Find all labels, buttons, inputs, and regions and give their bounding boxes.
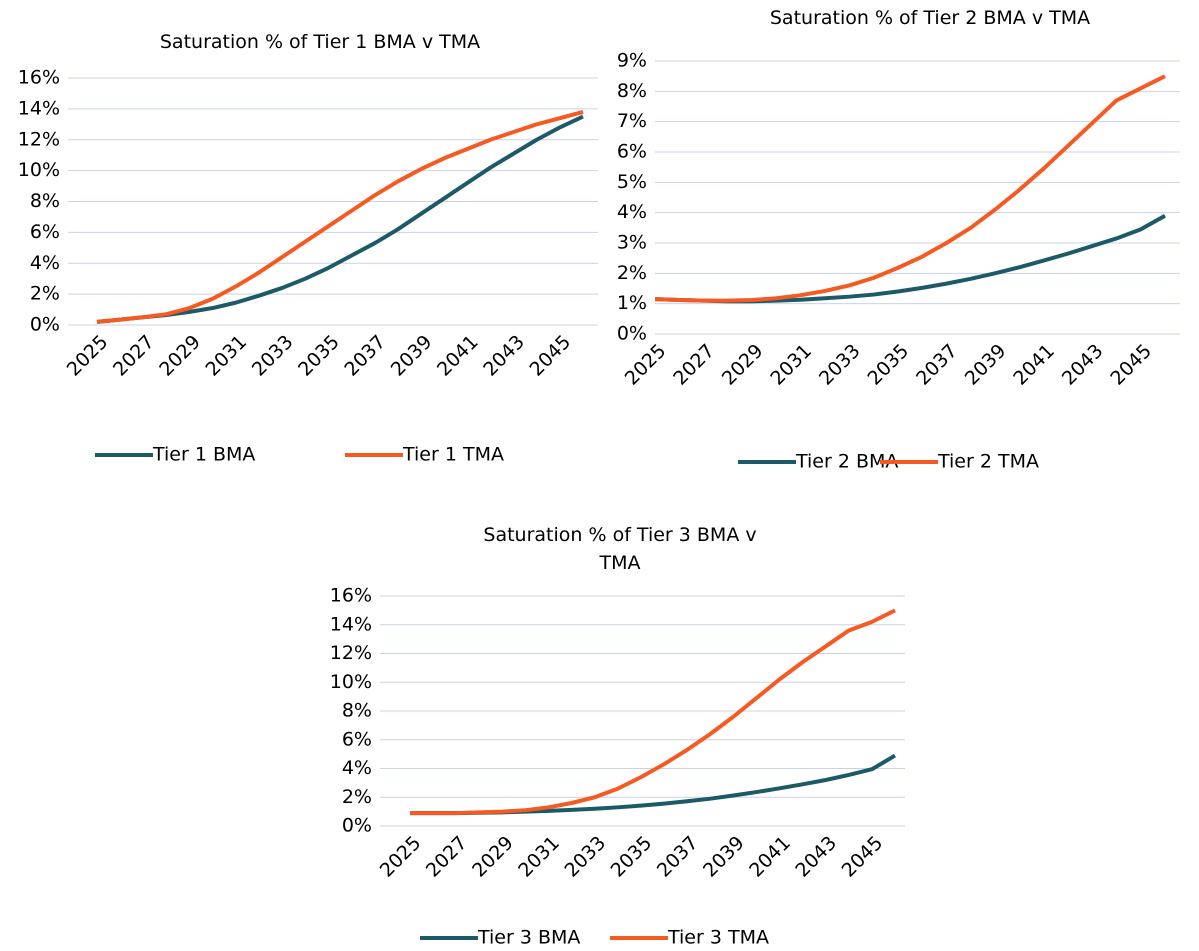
series-line (410, 608, 896, 816)
x-tick-label: 2043 (479, 331, 529, 381)
x-tick-label: 2045 (1106, 340, 1156, 390)
y-tick-label: 14% (330, 613, 372, 635)
series-line (96, 114, 584, 324)
chart-title: Saturation % of Tier 2 BMA v TMA (769, 7, 1091, 29)
x-tick-label: 2039 (387, 331, 437, 381)
y-tick-label: 9% (617, 50, 647, 72)
chart-title: Saturation % of Tier 3 BMA v TMA (483, 524, 757, 574)
x-tick-label: 2037 (340, 331, 390, 381)
series-line (654, 213, 1166, 304)
legend-label: Tier 2 BMA (795, 451, 898, 473)
x-tick-label: 2025 (621, 340, 671, 390)
x-tick-label: 2033 (248, 331, 298, 381)
x-tick-label: 2043 (791, 832, 841, 882)
x-tick-label: 2039 (961, 340, 1011, 390)
y-tick-label: 6% (342, 728, 372, 750)
y-tick-label: 10% (330, 671, 372, 693)
y-tick-label: 6% (617, 141, 647, 163)
x-tick-label: 2045 (526, 331, 576, 381)
legend-label: Tier 1 TMA (402, 444, 504, 466)
x-tick-label: 2029 (718, 340, 768, 390)
y-tick-label: 5% (617, 171, 647, 193)
y-tick-label: 14% (18, 97, 60, 119)
x-tick-label: 2031 (766, 340, 816, 390)
y-tick-label: 2% (617, 262, 647, 284)
y-tick-label: 12% (330, 642, 372, 664)
series-line (654, 74, 1166, 303)
x-tick-label: 2025 (63, 331, 113, 381)
y-tick-label: 10% (18, 159, 60, 181)
y-tick-label: 7% (617, 110, 647, 132)
y-tick-label: 3% (617, 232, 647, 254)
y-tick-label: 2% (342, 786, 372, 808)
y-tick-label: 8% (30, 190, 60, 212)
legend-label: Tier 3 TMA (667, 927, 769, 949)
y-tick-label: 0% (617, 323, 647, 345)
x-tick-label: 2037 (912, 340, 962, 390)
x-tick-label: 2039 (699, 832, 749, 882)
x-tick-label: 2037 (653, 832, 703, 882)
x-tick-label: 2035 (864, 340, 914, 390)
x-tick-label: 2027 (669, 340, 719, 390)
legend-label: Tier 1 BMA (152, 444, 255, 466)
y-tick-label: 16% (330, 585, 372, 607)
x-tick-label: 2027 (109, 331, 159, 381)
x-tick-label: 2035 (607, 832, 657, 882)
y-tick-label: 1% (617, 292, 647, 314)
x-tick-label: 2033 (560, 832, 610, 882)
x-tick-label: 2041 (433, 331, 483, 381)
x-tick-label: 2031 (514, 832, 564, 882)
y-tick-label: 8% (617, 80, 647, 102)
x-tick-label: 2025 (376, 832, 426, 882)
y-tick-label: 4% (617, 201, 647, 223)
x-tick-label: 2035 (294, 331, 344, 381)
y-tick-label: 12% (18, 128, 60, 150)
x-tick-label: 2031 (202, 331, 252, 381)
y-tick-label: 6% (30, 221, 60, 243)
legend-label: Tier 3 BMA (477, 927, 580, 949)
series-line (410, 753, 897, 816)
y-tick-label: 4% (342, 757, 372, 779)
y-tick-label: 0% (342, 815, 372, 837)
x-tick-label: 2041 (745, 832, 795, 882)
chart-title: Saturation % of Tier 1 BMA v TMA (159, 31, 481, 53)
x-tick-label: 2041 (1009, 340, 1059, 390)
y-tick-label: 0% (30, 314, 60, 336)
legend-label: Tier 2 TMA (937, 451, 1039, 473)
y-tick-label: 16% (18, 67, 60, 89)
y-tick-label: 4% (30, 252, 60, 274)
x-tick-label: 2033 (815, 340, 865, 390)
x-tick-label: 2029 (155, 331, 205, 381)
series-line (96, 110, 584, 324)
y-tick-label: 2% (30, 283, 60, 305)
x-tick-label: 2029 (468, 832, 518, 882)
x-tick-label: 2043 (1058, 340, 1108, 390)
x-tick-label: 2027 (422, 832, 472, 882)
y-tick-label: 8% (342, 700, 372, 722)
x-tick-label: 2045 (838, 832, 888, 882)
